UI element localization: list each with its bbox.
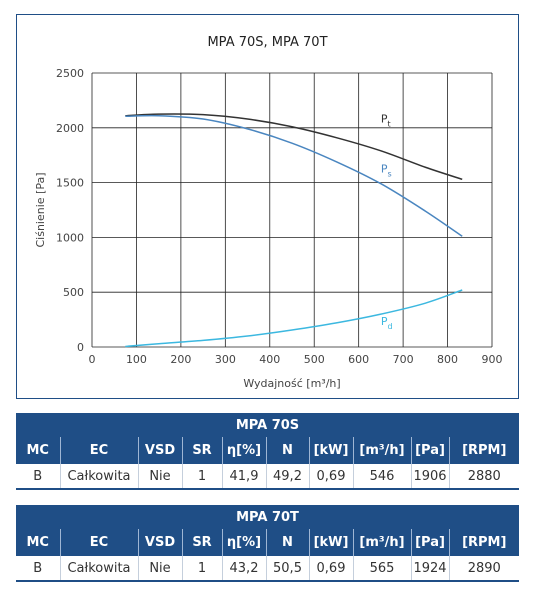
header-pressure: [Pa] xyxy=(410,437,449,464)
header-flow: [m³/h] xyxy=(352,437,411,464)
header-flow: [m³/h] xyxy=(352,529,411,556)
header-sr: SR xyxy=(181,437,222,464)
x-axis-label: Wydajność [m³/h] xyxy=(243,377,340,390)
y-tick-label: 2000 xyxy=(56,122,84,135)
cell-mc: B xyxy=(16,464,60,490)
cell-vsd: Nie xyxy=(137,556,182,582)
cell-power: 0,69 xyxy=(308,556,353,582)
chart-title: MPA 70S, MPA 70T xyxy=(207,35,328,50)
table-title: MPA 70T xyxy=(16,505,520,529)
cell-rpm: 2880 xyxy=(448,464,520,490)
y-tick-label: 1000 xyxy=(56,231,84,244)
series-line-pt xyxy=(125,113,463,181)
x-tick-label: 900 xyxy=(482,353,503,366)
series-line-ps xyxy=(125,114,463,237)
cell-efficiency: 41,9 xyxy=(221,464,266,490)
x-tick-label: 200 xyxy=(170,353,191,366)
cell-n: 49,2 xyxy=(265,464,309,490)
x-tick-label: 300 xyxy=(215,353,236,366)
header-n: N xyxy=(265,529,309,556)
y-tick-label: 0 xyxy=(77,341,84,354)
table-row: B Całkowita Nie 1 43,2 50,5 0,69 565 192… xyxy=(16,556,520,582)
x-tick-label: 600 xyxy=(348,353,369,366)
cell-efficiency: 43,2 xyxy=(221,556,266,582)
header-ec: EC xyxy=(59,529,138,556)
x-tick-label: 700 xyxy=(393,353,414,366)
performance-chart: 0 100 200 300 400 500 600 700 800 900 0 500 1000 1500… xyxy=(34,67,503,390)
header-power: [kW] xyxy=(308,437,353,464)
x-tick-label: 800 xyxy=(437,353,458,366)
header-mc: MC xyxy=(16,437,60,464)
table-title: MPA 70S xyxy=(16,413,520,437)
y-axis-label: Ciśnienie [Pa] xyxy=(34,172,47,247)
header-efficiency: η[%] xyxy=(221,437,266,464)
header-sr: SR xyxy=(181,529,222,556)
header-efficiency: η[%] xyxy=(221,529,266,556)
cell-pressure: 1906 xyxy=(410,464,449,490)
x-tick-label: 100 xyxy=(126,353,147,366)
header-pressure: [Pa] xyxy=(410,529,449,556)
header-n: N xyxy=(265,437,309,464)
cell-n: 50,5 xyxy=(265,556,309,582)
header-rpm: [RPM] xyxy=(448,437,520,464)
cell-rpm: 2890 xyxy=(448,556,520,582)
header-power: [kW] xyxy=(308,529,353,556)
cell-sr: 1 xyxy=(181,556,222,582)
cell-vsd: Nie xyxy=(137,464,182,490)
cell-ec: Całkowita xyxy=(59,464,138,490)
series-line-pd xyxy=(125,289,463,348)
y-tick-label: 1500 xyxy=(56,177,84,190)
header-mc: MC xyxy=(16,529,60,556)
cell-flow: 565 xyxy=(352,556,411,582)
chart-panel: MPA 70S, MPA 70T 0 100 200 300 400 500 600 700 8… xyxy=(16,14,519,399)
x-tick-label: 0 xyxy=(89,353,96,366)
header-rpm: [RPM] xyxy=(448,529,520,556)
x-tick-label: 400 xyxy=(259,353,280,366)
cell-sr: 1 xyxy=(181,464,222,490)
header-vsd: VSD xyxy=(137,437,182,464)
cell-power: 0,69 xyxy=(308,464,353,490)
y-tick-label: 500 xyxy=(63,286,84,299)
series-label-pt: Pt xyxy=(381,112,391,128)
series-label-ps: Ps xyxy=(381,163,392,179)
table-mpa-70s: MPA 70S MC EC VSD SR η[%] N [kW] [m³/h] … xyxy=(16,413,520,490)
table-mpa-70t: MPA 70T MC EC VSD SR η[%] N [kW] [m³/h] … xyxy=(16,505,520,582)
header-ec: EC xyxy=(59,437,138,464)
cell-ec: Całkowita xyxy=(59,556,138,582)
x-tick-label: 500 xyxy=(304,353,325,366)
series-label-pd: Pd xyxy=(381,315,393,331)
y-tick-label: 2500 xyxy=(56,67,84,80)
header-vsd: VSD xyxy=(137,529,182,556)
cell-pressure: 1924 xyxy=(410,556,449,582)
cell-flow: 546 xyxy=(352,464,411,490)
table-row: B Całkowita Nie 1 41,9 49,2 0,69 546 190… xyxy=(16,464,520,490)
cell-mc: B xyxy=(16,556,60,582)
